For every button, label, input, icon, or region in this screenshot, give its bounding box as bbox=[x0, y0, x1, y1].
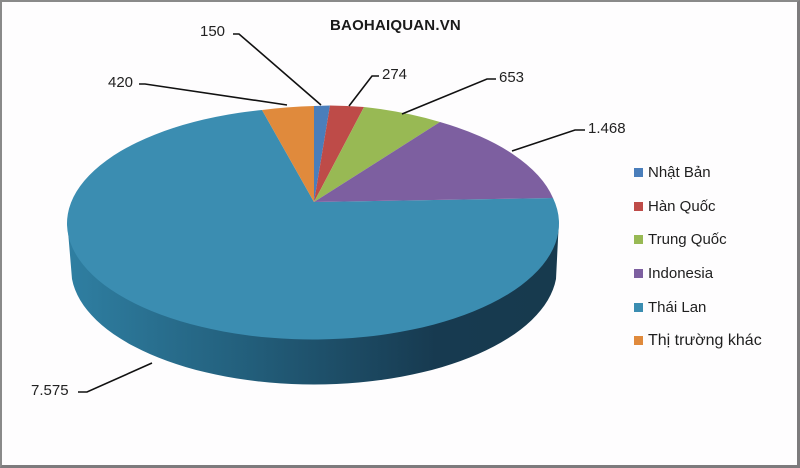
legend-item-thi-truong-khac: Thị trường khác bbox=[634, 324, 762, 358]
chart-legend: Nhật Bản Hàn Quốc Trung Quốc Indonesia T… bbox=[634, 156, 762, 358]
legend-item-han-quoc: Hàn Quốc bbox=[634, 190, 762, 224]
pie-side-wall bbox=[67, 219, 559, 385]
leader-line-274 bbox=[348, 75, 379, 107]
legend-swatch bbox=[634, 201, 643, 211]
data-label-han-quoc: 274 bbox=[382, 66, 408, 83]
data-label-thai-lan: 7.575 bbox=[31, 382, 69, 399]
legend-swatch bbox=[634, 235, 643, 245]
legend-swatch bbox=[634, 336, 643, 346]
data-label-nhat-ban: 150 bbox=[200, 23, 226, 40]
leader-line-1468 bbox=[511, 129, 585, 152]
legend-swatch bbox=[634, 269, 643, 279]
legend-item-trung-quoc: Trung Quốc bbox=[634, 223, 762, 257]
legend-label: Nhật Bản bbox=[648, 164, 711, 182]
leader-line-653 bbox=[401, 78, 496, 115]
legend-label: Hàn Quốc bbox=[648, 197, 716, 215]
chart-title: BAOHAIQUAN.VN bbox=[330, 17, 461, 34]
legend-label: Thị trường khác bbox=[648, 331, 762, 349]
leader-line-150 bbox=[233, 33, 322, 106]
slice-thai-lan bbox=[67, 110, 560, 340]
legend-item-indonesia: Indonesia bbox=[634, 257, 762, 291]
legend-label: Trung Quốc bbox=[648, 231, 727, 249]
data-label-indonesia: 1.468 bbox=[588, 120, 626, 137]
legend-swatch bbox=[634, 168, 643, 178]
leader-line-7575 bbox=[78, 362, 153, 393]
legend-swatch bbox=[634, 302, 643, 312]
slice-thi-truong-khac bbox=[262, 106, 314, 202]
legend-item-thai-lan: Thái Lan bbox=[634, 290, 762, 324]
legend-label: Indonesia bbox=[648, 265, 714, 283]
legend-item-nhat-ban: Nhật Bản bbox=[634, 156, 762, 190]
slice-trung-quoc bbox=[314, 107, 440, 202]
data-label-khac: 420 bbox=[108, 74, 134, 91]
data-label-trung-quoc: 653 bbox=[499, 69, 525, 86]
slice-indonesia bbox=[314, 122, 553, 202]
legend-label: Thái Lan bbox=[648, 298, 707, 316]
leader-line-420 bbox=[139, 83, 288, 106]
slice-han-quoc bbox=[314, 105, 364, 202]
